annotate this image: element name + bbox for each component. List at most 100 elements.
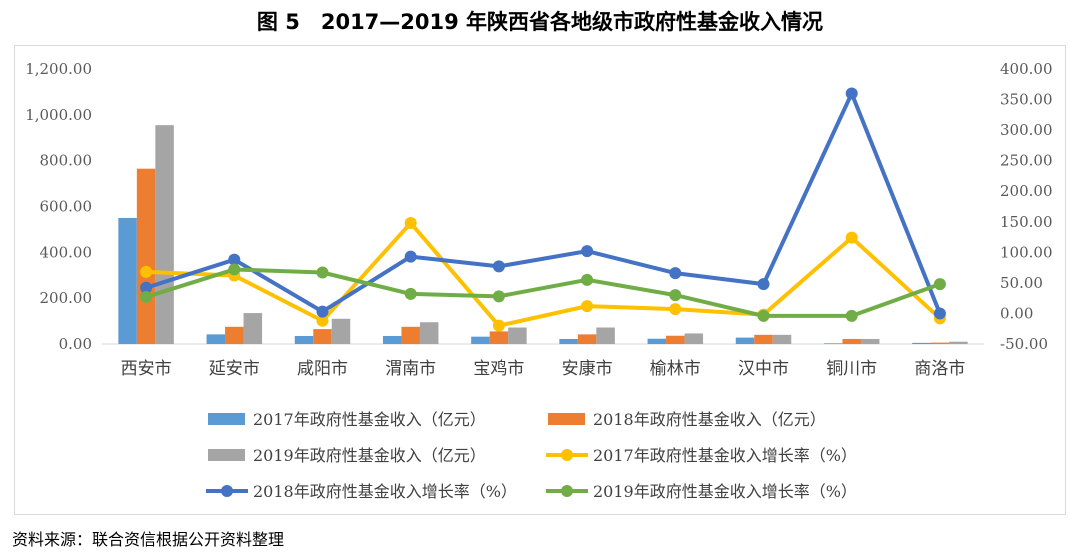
bar-1-3 bbox=[294, 335, 314, 344]
line-2-point-7 bbox=[669, 267, 682, 280]
line-1-point-9 bbox=[845, 231, 858, 244]
line-2-point-4 bbox=[404, 250, 417, 263]
line-2-point-8 bbox=[757, 278, 770, 291]
bar-2-3 bbox=[313, 329, 332, 344]
y-right-tick-label: 350.00 bbox=[1000, 91, 1053, 109]
bar-3-8 bbox=[772, 334, 792, 344]
bar-1-1 bbox=[118, 217, 137, 344]
bar-3-6 bbox=[596, 327, 615, 344]
bar-3-3 bbox=[331, 318, 351, 344]
bar-3-10 bbox=[949, 341, 968, 344]
line-1-point-5 bbox=[492, 319, 505, 332]
chart-frame bbox=[14, 45, 1066, 515]
legend-label: 2018年政府性基金收入增长率（%） bbox=[253, 482, 517, 501]
line-2-point-10 bbox=[933, 307, 946, 320]
bar-2-9 bbox=[842, 338, 861, 344]
line-3-point-2 bbox=[228, 263, 241, 276]
bar-2-7 bbox=[666, 335, 685, 344]
legend-label: 2017年政府性基金收入增长率（%） bbox=[593, 446, 857, 465]
bar-2-1 bbox=[136, 168, 156, 344]
x-category-label: 渭南市 bbox=[385, 359, 436, 379]
x-category-label: 商洛市 bbox=[914, 359, 965, 379]
line-3-point-3 bbox=[316, 266, 329, 279]
y-left-tick-label: 600.00 bbox=[40, 198, 93, 216]
bar-2-10 bbox=[930, 342, 950, 344]
line-2-point-2 bbox=[228, 253, 241, 266]
line-1-point-6 bbox=[581, 300, 594, 313]
bar-1-9 bbox=[823, 343, 843, 344]
line-3-point-1 bbox=[140, 290, 153, 303]
y-left-tick-label: 200.00 bbox=[40, 289, 93, 307]
y-left-tick-label: 800.00 bbox=[40, 152, 93, 170]
legend-label: 2018年政府性基金收入（亿元） bbox=[593, 410, 826, 429]
line-2-point-1 bbox=[140, 281, 153, 294]
bar-1-7 bbox=[647, 338, 667, 344]
line-2-point-6 bbox=[581, 245, 594, 258]
bar-3-1 bbox=[155, 125, 174, 344]
y-right-tick-label: 50.00 bbox=[1000, 274, 1043, 292]
x-category-label: 安康市 bbox=[562, 359, 613, 379]
line-1-point-1 bbox=[140, 265, 153, 278]
bar-2-5 bbox=[489, 331, 509, 344]
y-right-tick-label: 100.00 bbox=[1000, 243, 1053, 261]
legend-label: 2019年政府性基金收入增长率（%） bbox=[593, 482, 857, 501]
line-1-point-3 bbox=[316, 314, 329, 327]
y-right-tick-label: 400.00 bbox=[1000, 60, 1053, 78]
legend-swatch-marker bbox=[221, 485, 233, 497]
y-left-tick-label: 400.00 bbox=[40, 243, 93, 261]
y-left-tick-label: 0.00 bbox=[59, 335, 92, 353]
line-1-point-7 bbox=[669, 303, 682, 316]
bar-3-7 bbox=[684, 333, 704, 344]
y-right-tick-label: 200.00 bbox=[1000, 182, 1053, 200]
y-right-tick-label: -50.00 bbox=[1000, 335, 1048, 353]
bar-3-9 bbox=[860, 338, 880, 344]
line-3-point-10 bbox=[933, 278, 946, 291]
line-3 bbox=[145, 267, 941, 318]
legend-label: 2017年政府性基金收入（亿元） bbox=[253, 410, 486, 429]
line-1-point-4 bbox=[404, 217, 417, 229]
line-3-point-7 bbox=[669, 289, 682, 302]
y-right-tick-label: 300.00 bbox=[1000, 121, 1053, 139]
y-right-tick-label: 250.00 bbox=[1000, 152, 1053, 170]
legend-label: 2019年政府性基金收入（亿元） bbox=[253, 446, 486, 465]
x-category-label: 汉中市 bbox=[738, 359, 789, 379]
line-3-point-6 bbox=[581, 273, 594, 286]
legend-swatch-marker bbox=[561, 449, 573, 461]
bar-2-6 bbox=[577, 334, 597, 344]
line-3-point-9 bbox=[845, 309, 858, 322]
legend-swatch-bar bbox=[548, 413, 585, 425]
source-note: 资料来源：联合资信根据公开资料整理 bbox=[12, 530, 285, 549]
y-left-tick-label: 1,000.00 bbox=[25, 106, 92, 124]
x-category-label: 延安市 bbox=[209, 359, 260, 379]
x-category-label: 宝鸡市 bbox=[473, 359, 524, 379]
x-category-label: 铜川市 bbox=[826, 359, 877, 379]
line-2-point-3 bbox=[316, 305, 329, 318]
line-2-point-5 bbox=[492, 260, 505, 273]
x-category-label: 西安市 bbox=[121, 359, 172, 379]
bar-3-5 bbox=[508, 327, 527, 344]
bar-1-6 bbox=[559, 338, 578, 344]
line-2-point-9 bbox=[845, 87, 858, 100]
line-3-point-4 bbox=[404, 287, 417, 300]
legend-swatch-bar bbox=[208, 413, 245, 425]
legend-swatch-bar bbox=[208, 449, 245, 461]
y-right-tick-label: 150.00 bbox=[1000, 213, 1053, 231]
bar-1-5 bbox=[471, 336, 490, 344]
bar-2-2 bbox=[225, 326, 244, 344]
line-1 bbox=[146, 221, 942, 328]
bar-1-2 bbox=[206, 334, 226, 344]
x-category-label: 榆林市 bbox=[650, 359, 701, 379]
bar-2-4 bbox=[401, 326, 420, 344]
y-left-tick-label: 1,200.00 bbox=[25, 60, 92, 78]
bar-1-4 bbox=[382, 335, 402, 344]
bar-2-8 bbox=[754, 334, 773, 344]
x-category-label: 咸阳市 bbox=[297, 359, 348, 379]
line-3-point-8 bbox=[757, 309, 770, 322]
bar-3-2 bbox=[243, 313, 263, 344]
bar-1-10 bbox=[912, 342, 931, 344]
legend-swatch-marker bbox=[561, 485, 573, 497]
y-right-tick-label: 0.00 bbox=[1000, 304, 1033, 322]
line-3-point-5 bbox=[492, 290, 505, 303]
bar-3-4 bbox=[419, 322, 439, 344]
